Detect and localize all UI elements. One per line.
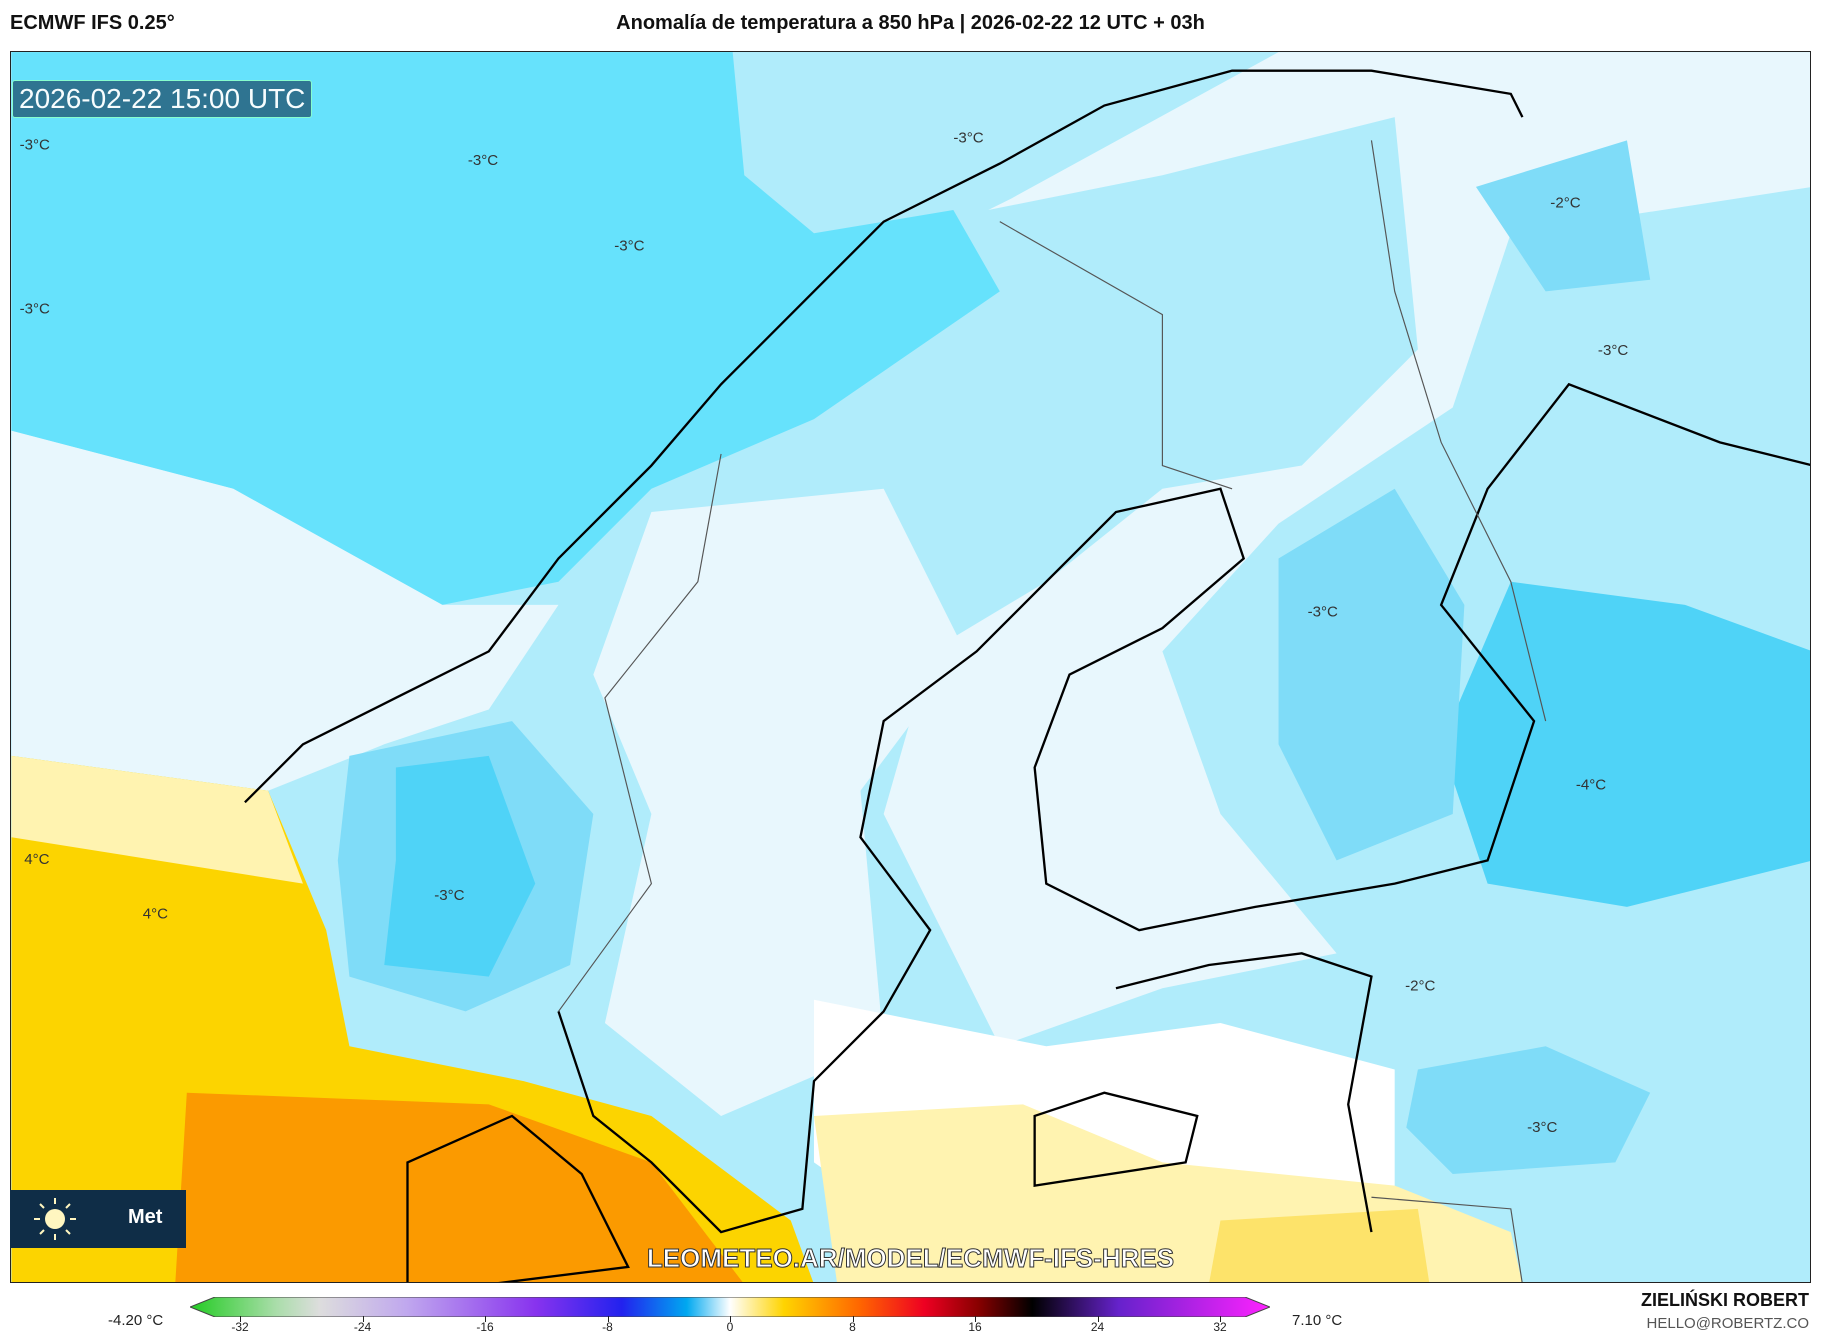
contour-label: -2°C	[1405, 978, 1435, 995]
colorbar	[190, 1297, 1270, 1317]
white-band-region	[11, 430, 559, 791]
colorbar-tick-label: -16	[476, 1320, 494, 1334]
colorbar-tick-label: 8	[849, 1320, 856, 1334]
colorbar-tick-mark	[362, 1316, 364, 1322]
chart-title: Anomalía de temperatura a 850 hPa | 2026…	[616, 12, 1205, 34]
colorbar-tick-label: -8	[602, 1320, 613, 1334]
contour-label: -3°C	[434, 887, 464, 904]
contour-label: -3°C	[1308, 604, 1338, 621]
cold-patch-belarus	[1406, 1046, 1651, 1175]
colorbar-tick-label: 16	[968, 1320, 982, 1334]
colorbar-tick-mark	[1097, 1316, 1099, 1322]
logo-text: Met	[128, 1206, 163, 1228]
map-panel: -3°C -3°C -3°C -3°C -3°C -2°C -3°C -3°C …	[10, 51, 1811, 1283]
colorbar-tick-label: -24	[353, 1320, 372, 1334]
model-name: ECMWF IFS 0.25°	[10, 12, 175, 34]
colorbar-tick-mark	[607, 1316, 609, 1322]
author-email: HELLO@ROBERTZ.CO	[1646, 1315, 1809, 1332]
colorbar-tick-mark	[1220, 1316, 1221, 1322]
warm-fringe	[11, 755, 303, 884]
contour-label: -3°C	[614, 238, 644, 255]
cold-patch-kola	[1475, 140, 1651, 292]
cold-ocean-region	[11, 52, 1000, 605]
cold-patch-russia	[1441, 581, 1810, 907]
colorbar-tick-mark	[975, 1316, 976, 1322]
colorbar-tick-mark	[852, 1316, 854, 1322]
sun-icon	[34, 1198, 76, 1240]
temperature-anomaly-map: -3°C -3°C -3°C -3°C -3°C -2°C -3°C -3°C …	[11, 52, 1810, 1282]
colorbar-tick-label: 24	[1090, 1320, 1105, 1334]
contour-labels: -3°C -3°C -3°C -3°C -3°C -2°C -3°C -3°C …	[20, 130, 1629, 1137]
contour-label: -3°C	[1527, 1119, 1557, 1136]
contour-label: -4°C	[1576, 777, 1606, 794]
contour-label: -3°C	[1598, 342, 1628, 359]
coastlines	[244, 69, 1810, 1282]
author-name: ZIELIŃSKI ROBERT	[1640, 1290, 1809, 1310]
pale-region-sweden	[593, 488, 965, 1116]
borders	[558, 140, 1547, 1282]
cold-patch-finland	[1278, 488, 1465, 861]
yellow-patch-poland	[1209, 1208, 1430, 1282]
contour-label: 4°C	[143, 906, 168, 923]
logo: Met	[10, 1190, 186, 1248]
warm-core-denmark	[175, 1092, 743, 1282]
colorbar-tick-label: -32	[231, 1320, 249, 1334]
contour-label: -3°C	[20, 300, 50, 317]
contour-label: 4°C	[24, 851, 49, 868]
colorbar-min-label: -4.20 °C	[108, 1312, 164, 1329]
contour-label: -3°C	[468, 152, 498, 169]
colorbar-tick-label: 32	[1213, 1320, 1227, 1334]
colorbar-max-label: 7.10 °C	[1292, 1312, 1343, 1329]
colorbar-tick-mark	[730, 1316, 731, 1322]
contour-label: -3°C	[20, 137, 50, 154]
contour-label: -2°C	[1550, 195, 1580, 212]
cold-core-norway	[384, 755, 536, 977]
colorbar-tick-mark	[485, 1316, 486, 1322]
pale-region-scandinavia	[883, 52, 1810, 1047]
colorbar-tick-mark	[240, 1316, 241, 1322]
watermark-url: LEOMETEO.AR/MODEL/ECMWF-IFS-HRES	[646, 1243, 1175, 1274]
contour-label: -3°C	[953, 130, 983, 147]
valid-time-badge: 2026-02-22 15:00 UTC	[12, 80, 313, 118]
colorbar-tick-label: 0	[726, 1320, 734, 1334]
